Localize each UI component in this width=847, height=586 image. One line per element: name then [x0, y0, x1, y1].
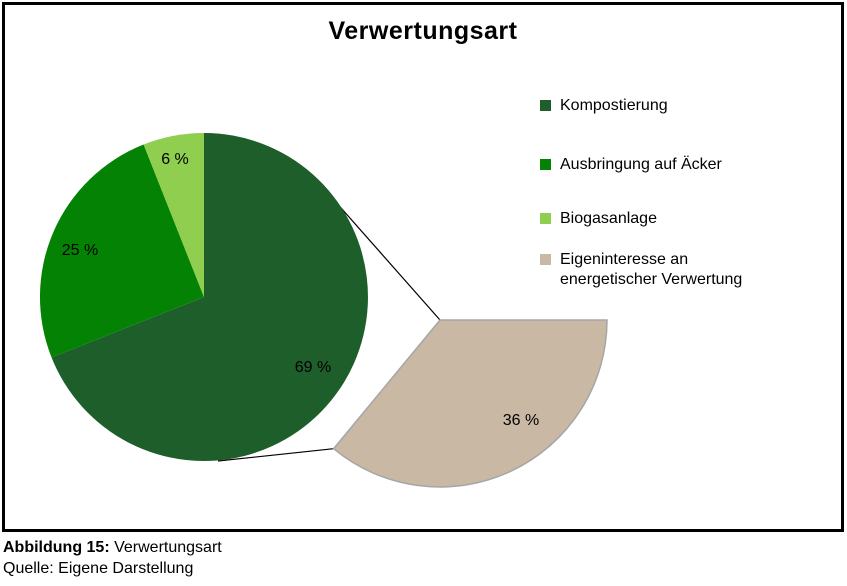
figure-caption: Abbildung 15: Verwertungsart Quelle: Eig…	[3, 537, 222, 579]
pie-label-ausbringung: 25 %	[61, 242, 99, 259]
legend-swatch-ausbringung	[540, 159, 551, 170]
connector-line-bottom	[217, 448, 334, 462]
legend-swatch-biogasanlage	[540, 213, 551, 224]
legend-label-biogasanlage: Biogasanlage	[560, 210, 657, 227]
pie-slice-biogasanlage	[143, 132, 204, 297]
legend-item-kompostierung: Kompostierung	[540, 96, 668, 116]
legend-item-biogasanlage: Biogasanlage	[540, 209, 657, 229]
pie-slice-kompostierung	[51, 133, 368, 461]
legend-swatch-eigeninteresse	[540, 254, 551, 265]
caption-source: Quelle: Eigene Darstellung	[3, 560, 194, 577]
pie-label-biogasanlage: 6 %	[161, 151, 189, 168]
legend-label-eigeninteresse: Eigeninteresse an energetischer Verwertu…	[560, 250, 742, 290]
legend-label-kompostierung: Kompostierung	[560, 97, 668, 114]
legend-item-ausbringung: Ausbringung auf Äcker	[540, 155, 722, 175]
pie-label-kompostierung: 69 %	[294, 359, 332, 376]
pie-label-eigeninteresse: 36 %	[502, 412, 540, 429]
legend-label-eigeninteresse-line2: energetischer Verwertung	[560, 271, 743, 288]
pie-slice-ausbringung	[39, 144, 204, 358]
breakout-wedge-eigeninteresse	[332, 319, 608, 488]
legend-item-eigeninteresse: Eigeninteresse an energetischer Verwertu…	[540, 250, 742, 290]
chart-title: Verwertungsart	[328, 17, 518, 45]
caption-figure-title: Verwertungsart	[114, 539, 222, 556]
caption-line: Abbildung 15: Verwertungsart	[3, 537, 222, 558]
legend-swatch-kompostierung	[540, 100, 551, 111]
caption-figure-number: Abbildung 15:	[3, 539, 110, 556]
connector-line-top	[333, 199, 441, 321]
legend-label-eigeninteresse-line1: Eigeninteresse an	[560, 251, 689, 268]
legend-label-ausbringung: Ausbringung auf Äcker	[560, 156, 722, 173]
